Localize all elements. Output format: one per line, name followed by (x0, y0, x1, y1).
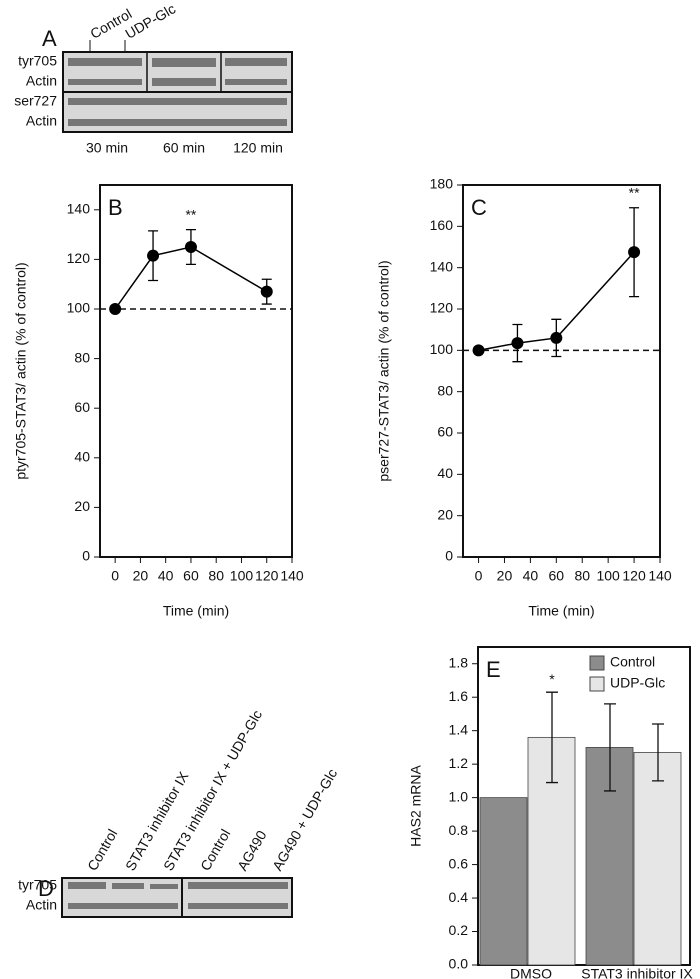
data-point (147, 249, 160, 262)
y-tick-label: 60 (74, 399, 90, 415)
x-axis-label: Time (min) (528, 603, 594, 619)
data-line (478, 251, 635, 352)
data-point (184, 241, 197, 253)
y-tick-label: 100 (67, 300, 91, 316)
y-tick-label: 80 (437, 382, 453, 398)
x-tick-label: 100 (596, 568, 620, 584)
lane-label: AG490 + UDP-Glc (269, 766, 340, 873)
row-label: tyr705 (18, 53, 57, 69)
y-tick-label: 120 (430, 300, 454, 316)
legend-label: Control (610, 654, 655, 670)
x-axis-label: Time (min) (163, 603, 229, 619)
legend-swatch (589, 655, 605, 671)
annotation: ** (629, 184, 640, 200)
x-tick-label: 120 (255, 568, 279, 584)
panel-label: A (42, 26, 57, 51)
data-point (511, 337, 524, 350)
y-tick-label: 60 (437, 424, 453, 440)
x-tick-label: DMSO (510, 966, 552, 979)
y-tick-label: 0.2 (449, 922, 469, 938)
lane-label: AG490 (234, 827, 270, 873)
error-bar (652, 723, 664, 782)
y-tick-label: 100 (430, 341, 454, 357)
y-tick-label: 40 (437, 465, 453, 481)
y-tick-label: 1.0 (449, 788, 469, 804)
y-tick-label: 0.6 (449, 855, 469, 871)
time-label: 60 min (163, 140, 205, 156)
row-label: ser727 (14, 93, 57, 109)
y-axis-label: ptyr705-STAT3/ actin (% of control) (13, 262, 29, 479)
y-tick-label: 120 (67, 250, 91, 266)
blot-a (62, 40, 293, 133)
row-label: Actin (26, 73, 57, 89)
lane-label: Control (84, 826, 120, 873)
x-tick-label: 40 (158, 568, 174, 584)
y-tick-label: 20 (437, 506, 453, 522)
error-bar (546, 691, 558, 784)
x-tick-label: 20 (133, 568, 149, 584)
data-point (472, 344, 485, 357)
annotation: ** (185, 206, 196, 222)
annotation: * (549, 671, 555, 687)
x-tick-label: 0 (111, 568, 119, 584)
y-tick-label: 0 (82, 548, 90, 564)
bar (479, 797, 528, 966)
legend-swatch (589, 676, 605, 692)
y-tick-label: 1.2 (449, 755, 469, 771)
x-tick-label: STAT3 inhibitor IX (581, 966, 693, 979)
data-point (628, 246, 641, 259)
data-point (260, 285, 273, 298)
panel-label: D (38, 876, 54, 901)
x-tick-label: 80 (208, 568, 224, 584)
plot-frame (462, 184, 661, 558)
y-tick-label: 80 (74, 349, 90, 365)
y-tick-label: 140 (430, 258, 454, 274)
y-axis-label: HAS2 mRNA (408, 764, 424, 846)
y-tick-label: 1.6 (449, 688, 469, 704)
y-tick-label: 160 (430, 217, 454, 233)
time-label: 30 min (86, 140, 128, 156)
panel-label: B (108, 195, 123, 220)
data-point (109, 303, 122, 315)
y-tick-label: 1.8 (449, 654, 469, 670)
plot-frame (99, 184, 293, 558)
y-tick-label: 1.4 (449, 721, 469, 737)
y-tick-label: 0.8 (449, 822, 469, 838)
bar (633, 752, 682, 966)
x-tick-label: 120 (622, 568, 646, 584)
y-tick-label: 140 (67, 201, 91, 217)
data-line (114, 246, 268, 310)
x-tick-label: 100 (230, 568, 254, 584)
panel-label: C (471, 195, 487, 220)
x-tick-label: 140 (648, 568, 672, 584)
error-bar (604, 703, 616, 792)
y-tick-label: 0.4 (449, 889, 469, 905)
y-tick-label: 40 (74, 449, 90, 465)
x-tick-label: 60 (549, 568, 565, 584)
panel-label: E (486, 657, 501, 682)
x-tick-label: 20 (497, 568, 513, 584)
y-tick-label: 20 (74, 498, 90, 514)
row-label: tyr705 (18, 877, 57, 893)
x-tick-label: 80 (574, 568, 590, 584)
plot-frame (477, 646, 691, 966)
lane-label: Control (197, 826, 233, 873)
x-tick-label: 40 (523, 568, 539, 584)
time-label: 120 min (233, 140, 283, 156)
blot-d (61, 877, 293, 918)
y-tick-label: 0.0 (449, 956, 469, 972)
row-label: Actin (26, 113, 57, 129)
y-tick-label: 180 (430, 176, 454, 192)
legend-label: UDP-Glc (610, 675, 665, 691)
y-tick-label: 0 (445, 548, 453, 564)
x-tick-label: 60 (183, 568, 199, 584)
row-label: Actin (26, 897, 57, 913)
y-axis-label: pser727-STAT3/ actin (% of control) (376, 260, 392, 481)
data-point (550, 331, 563, 344)
x-tick-label: 0 (475, 568, 483, 584)
x-tick-label: 140 (280, 568, 304, 584)
